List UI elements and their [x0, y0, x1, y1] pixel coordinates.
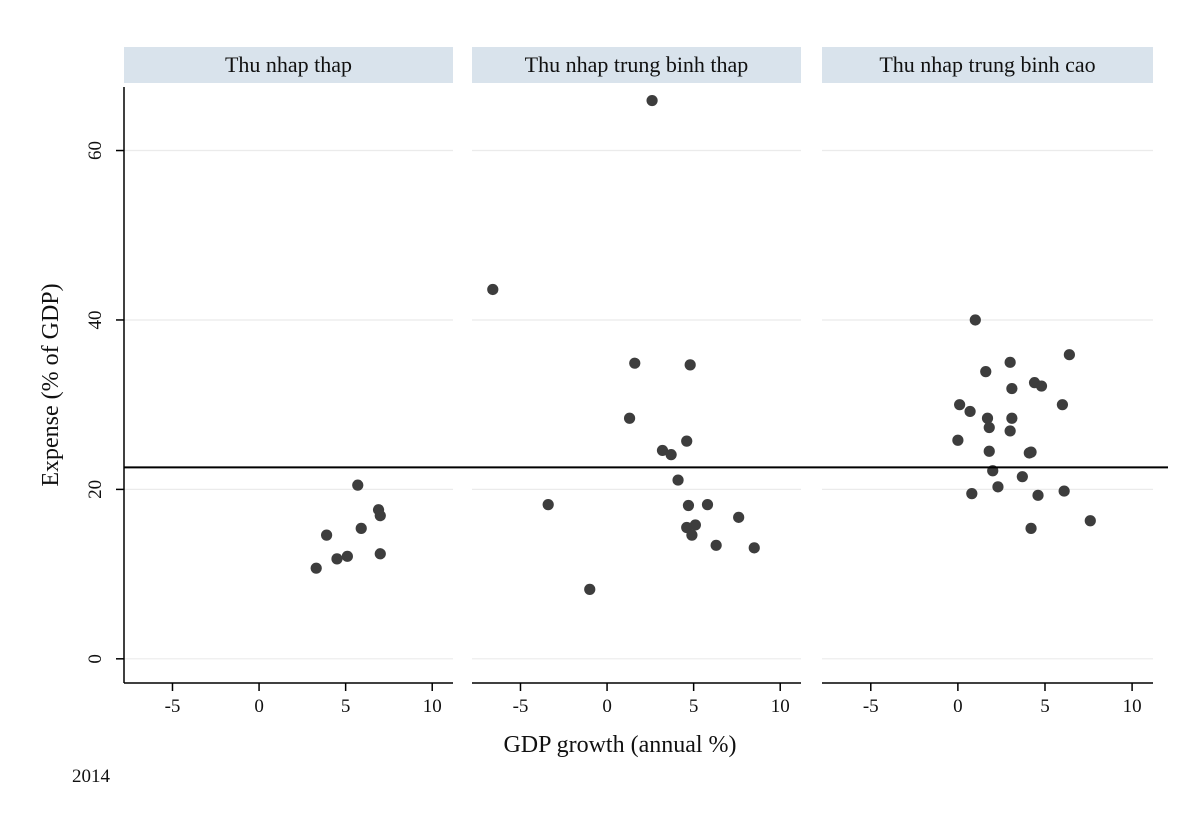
data-point [1084, 515, 1096, 527]
data-point [331, 553, 343, 565]
data-point [374, 510, 386, 522]
data-point [983, 445, 995, 457]
data-point [672, 474, 684, 486]
data-point [980, 366, 992, 378]
data-point [981, 412, 994, 424]
data-point [689, 519, 701, 531]
data-point [1016, 471, 1028, 483]
data-point [1006, 382, 1018, 395]
data-point [374, 548, 386, 560]
x-tick-label: 0 [602, 696, 612, 717]
data-point [966, 488, 978, 500]
x-tick-label: 5 [689, 696, 699, 717]
data-point [1004, 425, 1016, 437]
panel-title: Thu nhap trung binh thap [525, 52, 749, 77]
data-point [1056, 399, 1069, 411]
data-point [487, 283, 499, 296]
x-tick-label: 0 [254, 696, 264, 717]
panel-header [822, 47, 1153, 83]
y-tick-label: 0 [85, 654, 106, 664]
data-point [584, 583, 596, 595]
data-point [665, 449, 677, 461]
data-point [983, 421, 995, 434]
data-point [1058, 485, 1070, 497]
data-point [341, 550, 353, 562]
x-tick-label: -5 [165, 696, 181, 717]
data-point [355, 522, 367, 534]
data-point [320, 529, 333, 541]
panel-title: Thu nhap thap [225, 52, 352, 77]
data-point [710, 539, 722, 551]
x-tick-label: -5 [513, 696, 529, 717]
panel-header [472, 47, 801, 83]
data-point [686, 529, 698, 541]
data-point [629, 357, 641, 369]
data-point [682, 499, 695, 512]
data-point [623, 412, 636, 424]
data-point [1032, 489, 1044, 501]
data-point [681, 435, 693, 447]
data-point [964, 405, 976, 418]
data-point [952, 434, 964, 446]
data-point [542, 499, 554, 511]
x-axis-title: GDP growth (annual %) [503, 732, 736, 758]
data-point [352, 479, 364, 491]
x-tick-label: -5 [863, 696, 879, 717]
data-point [656, 444, 669, 457]
data-point [1006, 412, 1018, 424]
data-point [733, 511, 745, 523]
y-tick-label: 20 [85, 480, 106, 499]
panel-layer: Thu nhap thap Thu nhap trung binh thap Thu… [124, 47, 1153, 83]
x-tick-label: 5 [1040, 696, 1050, 717]
data-point [992, 481, 1004, 493]
data-point [954, 399, 966, 411]
data-point [684, 359, 696, 371]
x-tick-label: 5 [341, 696, 351, 717]
data-point [1004, 356, 1016, 368]
x-tick-label: 10 [1123, 696, 1142, 717]
x-tick-label: 10 [771, 696, 790, 717]
data-point [1035, 380, 1048, 392]
data-point [1063, 349, 1075, 361]
panel-title: Thu nhap trung binh cao [879, 52, 1095, 77]
data-point [748, 542, 760, 554]
panel-header [124, 47, 453, 83]
y-axis-title: Expense (% of GDP) [38, 283, 64, 486]
data-point [701, 499, 714, 511]
x-tick-label: 0 [953, 696, 963, 717]
data-point [1025, 522, 1037, 534]
data-point [1025, 446, 1037, 458]
data-point [646, 94, 658, 107]
data-point [969, 314, 981, 326]
chart-note: 2014 [72, 766, 111, 787]
axis-layer: 0 20 40 60 -5 0 5 10 -5 0 5 10 -5 0 5 10 [85, 87, 1153, 717]
y-tick-label: 60 [85, 141, 106, 160]
data-point [310, 562, 322, 574]
grid-layer [124, 149, 1153, 660]
y-tick-label: 40 [85, 310, 106, 329]
x-tick-label: 10 [423, 696, 442, 717]
